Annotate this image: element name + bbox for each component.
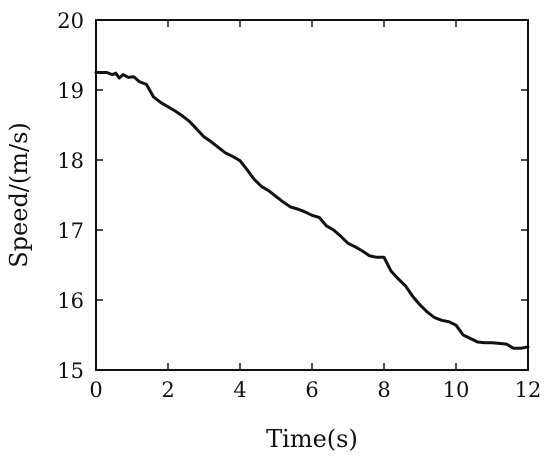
plot-background — [96, 20, 528, 370]
y-tick-label: 20 — [57, 9, 84, 33]
y-tick-label: 15 — [57, 359, 84, 383]
x-tick-label: 0 — [89, 378, 102, 402]
x-tick-label: 10 — [443, 378, 470, 402]
x-tick-label: 6 — [305, 378, 318, 402]
y-tick-label: 18 — [57, 149, 84, 173]
x-tick-label: 4 — [233, 378, 246, 402]
plot-frame — [95, 19, 529, 371]
y-tick-label: 16 — [57, 289, 84, 313]
x-axis-title: Time(s) — [266, 425, 358, 453]
x-tick-label: 2 — [161, 378, 174, 402]
y-tick-label: 17 — [57, 219, 84, 243]
x-tick-label: 12 — [515, 378, 542, 402]
y-axis-ticks: 15 16 17 18 19 20 — [57, 9, 528, 383]
x-tick-label: 8 — [377, 378, 390, 402]
y-tick-label: 19 — [57, 79, 84, 103]
speed-series-line — [94, 71, 530, 350]
x-axis-ticks: 0 2 4 6 8 10 12 — [89, 20, 541, 402]
y-axis-title: Speed/(m/s) — [5, 122, 33, 268]
